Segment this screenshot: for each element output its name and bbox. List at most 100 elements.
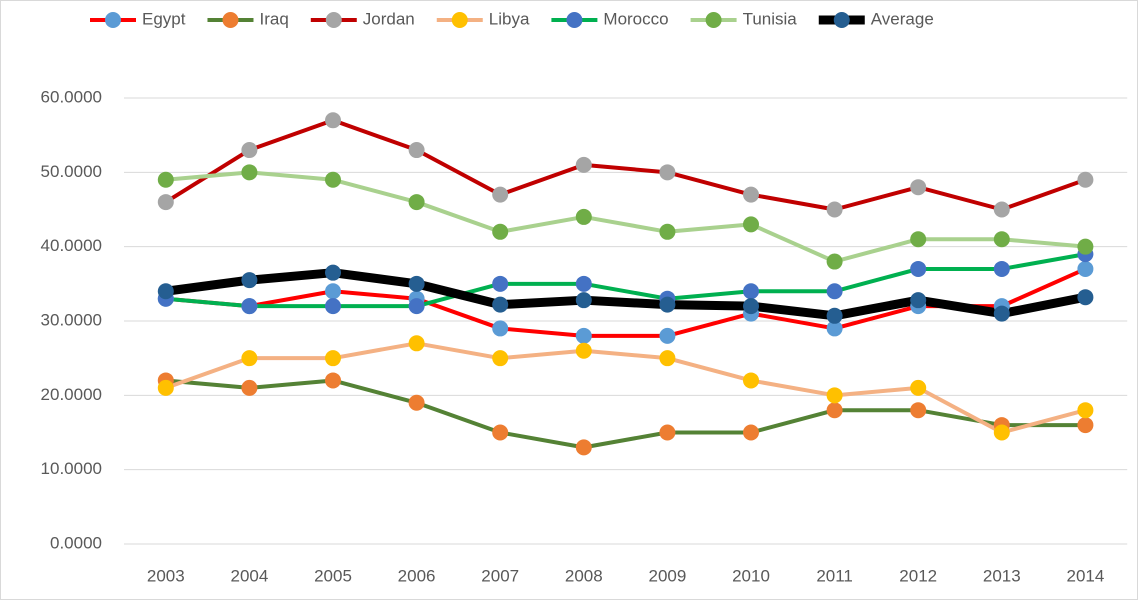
data-point [492,275,509,292]
data-point [659,327,676,344]
data-point [1077,417,1094,434]
legend-label: Iraq [259,9,288,28]
series-line [164,118,1087,212]
data-point [575,292,592,309]
data-point [325,372,341,389]
data-point [743,186,759,203]
data-point [157,171,174,188]
legend-marker [222,12,239,28]
legend-marker [833,12,850,28]
data-point [826,283,843,300]
legend-marker [705,12,722,28]
data-point [910,179,927,196]
data-point [575,327,592,344]
data-point [241,142,258,159]
y-tick-label: 40.0000 [41,236,102,255]
data-point [408,394,425,411]
legend-label: Libya [489,9,530,28]
y-tick-label: 50.0000 [41,162,102,181]
data-point [1077,260,1094,277]
data-point [1077,402,1094,419]
data-point [910,379,927,396]
data-point [157,379,174,396]
data-point [408,298,425,315]
legend-marker [566,12,583,28]
data-point [826,320,843,337]
data-point [659,424,676,441]
y-tick-label: 60.0000 [41,87,102,106]
data-point [743,372,759,389]
data-point [659,350,676,367]
data-point [743,216,759,233]
legend-marker [105,12,121,28]
data-point [408,275,425,292]
series-line [165,341,1086,435]
data-point [575,208,592,225]
x-tick-label: 2011 [816,566,853,585]
data-point [325,283,341,300]
x-tick-label: 2005 [314,566,352,585]
y-tick-label: 0.0000 [50,533,102,552]
data-point [910,231,927,248]
data-point [575,439,592,456]
data-point [1077,289,1094,306]
y-tick-label: 10.0000 [41,459,102,478]
data-point [325,171,341,188]
data-point [826,402,843,419]
x-tick-label: 2008 [565,566,603,585]
x-tick-label: 2009 [648,566,686,585]
data-point [241,272,258,289]
data-point [743,424,759,441]
data-point [993,260,1010,277]
data-point [826,253,843,270]
data-point [993,231,1010,248]
y-tick-label: 20.0000 [41,385,102,404]
x-tick-label: 2014 [1066,566,1104,585]
data-point [826,307,843,324]
x-tick-label: 2003 [147,566,185,585]
data-point [325,264,341,281]
data-point [1077,238,1094,255]
data-point [659,296,676,313]
data-point [575,342,592,359]
legend-label: Egypt [142,9,186,28]
x-tick-label: 2006 [398,566,436,585]
data-point [993,201,1010,218]
x-tick-label: 2004 [230,566,268,585]
data-point [492,424,509,441]
data-point [826,201,843,218]
data-point [408,194,425,211]
data-point [1077,171,1094,188]
legend-marker [325,12,342,28]
data-point [325,350,341,367]
x-tick-label: 2007 [481,566,519,585]
x-tick-label: 2013 [983,566,1021,585]
data-point [157,283,174,300]
series-line [165,252,1086,309]
data-point [325,298,341,315]
data-point [241,164,258,181]
legend-marker [451,12,468,28]
data-point [910,260,927,277]
data-point [826,387,843,404]
data-point [993,305,1010,322]
legend-label: Tunisia [743,9,798,28]
x-tick-label: 2010 [732,566,770,585]
data-point [241,379,258,396]
data-point [492,350,509,367]
x-tick-label: 2012 [899,566,937,585]
series-line [165,170,1086,264]
data-point [993,424,1010,441]
data-point [157,194,174,211]
data-point [492,223,509,240]
series-line [165,378,1086,450]
data-point [492,186,509,203]
data-point [325,112,341,129]
data-point [575,156,592,173]
data-point [659,164,676,181]
legend-label: Average [871,9,934,28]
data-point [910,292,927,309]
data-point [575,275,592,292]
data-point [910,402,927,419]
